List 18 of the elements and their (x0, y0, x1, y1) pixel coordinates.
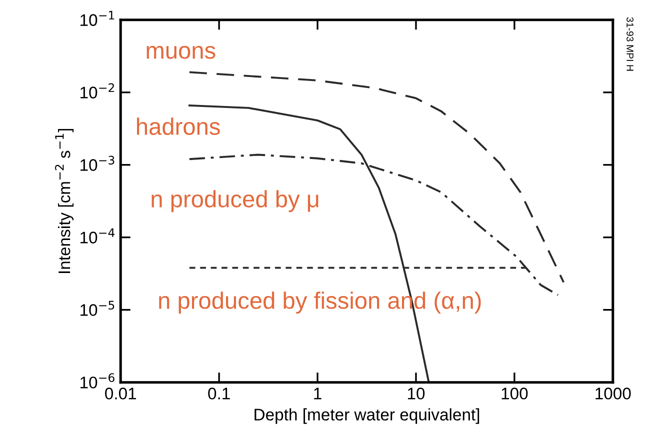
x-tick-label: 100 (502, 388, 528, 400)
y-tick-label: 10$^{−5}$ (80, 300, 114, 316)
y-tick-label: 10$^{−2}$ (80, 83, 114, 98)
x-tick-label: 0.01 (105, 388, 136, 400)
series-label: n produced by μ (152, 190, 318, 212)
series-label: hadrons (137, 118, 220, 135)
x-tick-label: 1000 (596, 388, 631, 400)
y-tick-label: 10$^{−4}$ (80, 228, 114, 244)
y-tick-label: 10$^{−6}$ (80, 373, 114, 388)
x-tick-label: 1 (314, 388, 322, 400)
x-axis-title: Depth [meter water equivalent] (254, 408, 480, 424)
text: 31-93 MPI H (626, 17, 634, 71)
y-axis-title: Intensity [cm$^{−2}$ s$^{−1}$] (55, 128, 74, 273)
x-tick-label: 0.1 (208, 388, 230, 400)
series-label: muons (146, 46, 216, 59)
y-tick-label: 10$^{−3}$ (80, 156, 114, 171)
y-tick-label: 10$^{−1}$ (80, 10, 114, 26)
x-tick-label: 10 (408, 388, 425, 400)
